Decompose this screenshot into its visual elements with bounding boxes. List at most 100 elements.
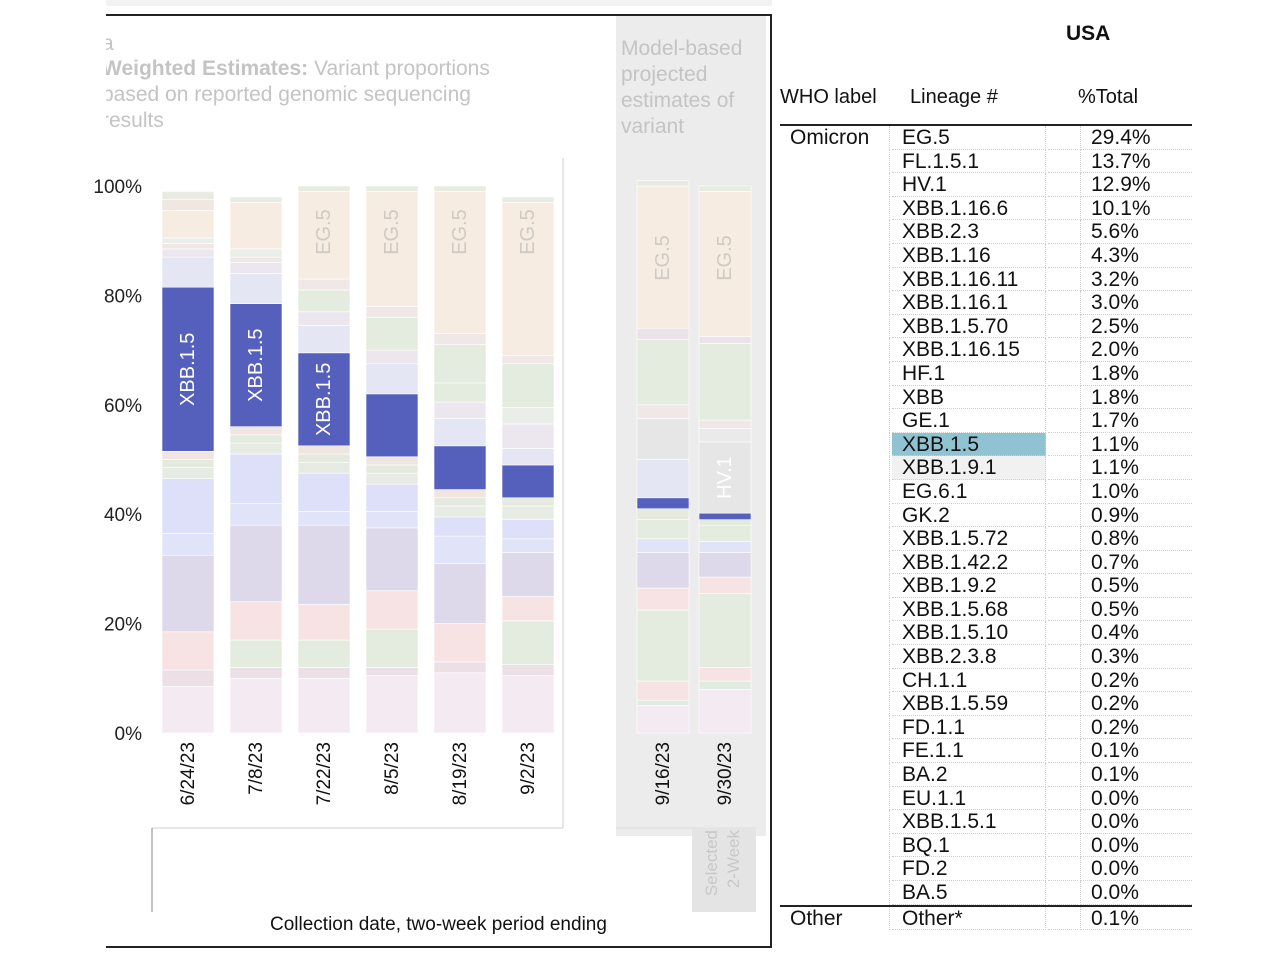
bar-label-eg5: EG.5: [449, 209, 471, 255]
who-label-cell: [780, 314, 890, 339]
bar-segment: [297, 352, 351, 447]
percent-cell: 0.0%: [1080, 786, 1192, 811]
spacer-cell: [1048, 763, 1078, 787]
selected-period-label: 2-Week: [724, 830, 743, 889]
spacer-cell: [1048, 150, 1078, 174]
bar-segment: [297, 311, 351, 326]
bar-segment: [297, 289, 351, 313]
bar-segment: [698, 593, 752, 668]
who-label-cell: [780, 739, 890, 764]
bar-segment: [229, 524, 283, 603]
lineage-cell: FL.1.5.1: [892, 149, 1046, 174]
lineage-cell: HF.1: [892, 361, 1046, 386]
bar-segment: [433, 489, 487, 499]
bar-segment: [501, 355, 555, 365]
lineage-cell: BQ.1: [892, 833, 1046, 858]
bar-segment: [161, 533, 215, 556]
bar-segment: [365, 464, 419, 474]
spacer-cell: [1048, 834, 1078, 858]
bar-segment: [365, 316, 419, 351]
y-tick-label: 100%: [93, 177, 142, 198]
spacer-cell: [1048, 126, 1078, 150]
bar-segment: [698, 343, 752, 421]
bar-segment: [501, 675, 555, 734]
y-tick-label: 0%: [115, 724, 143, 745]
spacer-cell: [1048, 907, 1078, 931]
nowcast-line-3: estimates of: [621, 89, 735, 112]
spacer-cell: [1048, 527, 1078, 551]
table-row: FD.1.1 0.2%: [780, 715, 1192, 740]
bar-segment: [501, 423, 555, 449]
nowcast-line-2: projected: [621, 63, 708, 86]
table-row: HF.1 1.8%: [780, 361, 1192, 386]
table-row: XBB.1.16.1 3.0%: [780, 291, 1192, 315]
selected-period-box: [692, 828, 756, 912]
who-label-cell: [780, 857, 890, 881]
spacer-cell: [1048, 244, 1078, 268]
bar-segment: [365, 628, 419, 668]
bar-label-eg5: EG.5: [517, 209, 539, 255]
bar-label-xbb15: XBB.1.5: [177, 333, 199, 406]
bar-segment: [229, 256, 283, 263]
lineage-cell: XBB.1.5: [892, 432, 1046, 457]
bar-segment: [636, 552, 690, 589]
lineage-cell: XBB.2.3.8: [892, 645, 1046, 669]
bar-segment: [501, 538, 555, 553]
who-label-cell: [780, 763, 890, 787]
bar-segment: [229, 303, 283, 427]
who-label-cell: [780, 456, 890, 480]
bar-segment: [433, 401, 487, 419]
bar-segment: [161, 631, 215, 671]
bar-segment: [161, 450, 215, 460]
percent-cell: 0.2%: [1080, 715, 1192, 740]
table-row: GE.1 1.7%: [780, 409, 1192, 433]
percent-cell: 5.6%: [1080, 220, 1192, 244]
bar-segment: [501, 497, 555, 507]
table-row: XBB.1.42.2 0.7%: [780, 550, 1192, 575]
table-row: XBB.1.5.1 0.0%: [780, 810, 1192, 834]
bar-segment: [365, 185, 419, 192]
panel-letter: a: [106, 33, 602, 56]
bar-segment: [698, 541, 752, 553]
bar-segment: [501, 620, 555, 665]
header-who-label: WHO label: [780, 86, 877, 108]
bar-segment: [698, 524, 752, 542]
bar-segment: [636, 497, 690, 510]
y-tick-label: 80%: [104, 286, 142, 307]
who-label-cell: [780, 715, 890, 740]
bar-segment: [161, 686, 215, 734]
bar-segment: [229, 434, 283, 444]
lineage-cell: HV.1: [892, 173, 1046, 197]
who-label-cell: [780, 196, 890, 221]
spacer-cell: [1048, 621, 1078, 646]
spacer-cell: [1048, 315, 1078, 339]
lineage-cell: GK.2: [892, 503, 1046, 528]
bar-segment: [161, 459, 215, 469]
who-label-cell: [780, 338, 890, 362]
who-label-cell: [780, 173, 890, 197]
who-label-cell: [780, 267, 890, 292]
lineage-cell: XBB.2.3: [892, 220, 1046, 244]
bar-segment: [433, 535, 487, 564]
lineage-cell: XBB.1.5.1: [892, 810, 1046, 834]
who-label-cell: [780, 409, 890, 433]
lineage-cell: FD.2: [892, 857, 1046, 881]
table-row: XBB.2.3 5.6%: [780, 220, 1192, 244]
percent-cell: 0.2%: [1080, 668, 1192, 693]
spacer-cell: [1048, 857, 1078, 881]
percent-cell: 0.0%: [1080, 810, 1192, 834]
bar-segment: [297, 445, 351, 455]
table-row: XBB.1.5.72 0.8%: [780, 527, 1192, 551]
percent-cell: 0.8%: [1080, 527, 1192, 551]
spacer-cell: [1048, 433, 1078, 457]
weighted-header: a Weighted Estimates: Variant proportion…: [106, 33, 602, 134]
bar-segment: [698, 185, 752, 192]
table-row: FD.2 0.0%: [780, 857, 1192, 881]
bar-segment: [229, 262, 283, 274]
percent-cell: 0.7%: [1080, 550, 1192, 575]
lineage-cell: XBB.1.16.6: [892, 196, 1046, 221]
who-label-cell: Omicron: [780, 126, 890, 150]
table-row: XBB.1.5 1.1%: [780, 432, 1192, 457]
x-tick-label: 8/19/23: [450, 742, 471, 805]
spacer-cell: [1048, 574, 1078, 598]
